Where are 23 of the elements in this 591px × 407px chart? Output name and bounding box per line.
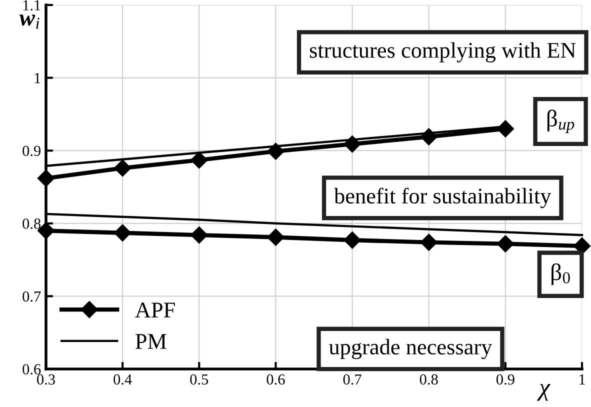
annotation: β$_{up}$	[547, 110, 574, 134]
x-tick-label: 0.3	[37, 374, 55, 385]
legend-label: APF	[135, 302, 175, 318]
y-tick-label: 0.9	[22, 146, 41, 156]
y-tick-label: 0.6	[22, 364, 41, 375]
annotation: upgrade necessary	[329, 338, 492, 360]
x-tick-label: 0.8	[420, 374, 438, 385]
x-tick-label: 0.4	[114, 374, 132, 385]
y-axis-title: w$_{i}$	[19, 14, 40, 29]
annotation: benefit for sustainability	[334, 188, 552, 208]
legend-label: PM	[136, 334, 166, 349]
y-tick-label: 0.8	[22, 218, 41, 229]
annotation: β$_{0}$	[552, 263, 570, 286]
x-tick-label: 0.5	[190, 374, 208, 385]
x-axis-title: χ	[536, 384, 550, 401]
y-tick-label: 0.7	[22, 291, 41, 302]
y-tick-label: 1.1	[23, 0, 40, 11]
x-tick-label: 0.6	[266, 374, 285, 385]
x-tick-label: 0.9	[496, 374, 514, 385]
x-tick-label: 0.7	[343, 374, 362, 385]
annotation: structures complying with EN	[310, 42, 576, 62]
y-tick-label: 1	[34, 73, 40, 84]
x-tick-label: 1	[580, 374, 585, 384]
